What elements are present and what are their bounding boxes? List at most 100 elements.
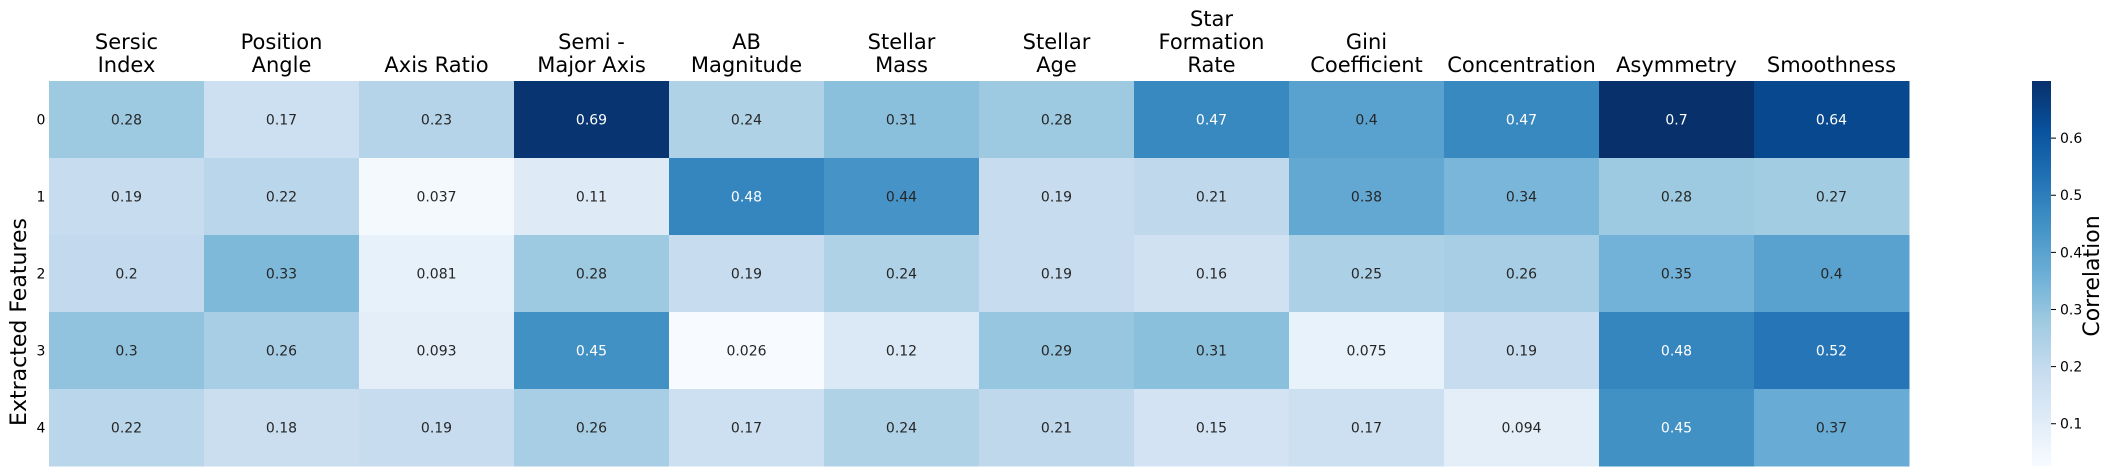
cell-value-label: 0.28 [1041,113,1072,129]
cell-value-label: 0.29 [1041,344,1072,360]
cell-value-label: 0.47 [1506,113,1537,129]
cell-value-label: 0.17 [731,421,762,437]
heatmap-cell [1289,235,1445,313]
cell-value-label: 0.37 [1816,421,1847,437]
cell-value-label: 0.33 [266,267,297,283]
heatmap-cell [824,235,980,313]
cell-value-label: 0.24 [886,267,917,283]
cell-value-label: 0.4 [1820,267,1842,283]
cell-value-label: 0.48 [1661,344,1692,360]
heatmap-cell [1289,312,1445,390]
cell-value-label: 0.38 [1351,190,1382,206]
heatmap-cell [1289,81,1445,159]
heatmap-cell [49,81,205,159]
heatmap-cell [1134,158,1290,236]
row-label: 1 [37,190,46,206]
heatmap-cell [204,81,360,159]
heatmap-cells: 0.28 0.17 0.23 0.69 0.24 0.31 0.28 0.47 0.4 0.47 0… [49,81,1910,467]
heatmap-cell [1134,235,1290,313]
heatmap-cell [1444,81,1600,159]
cell-value-label: 0.19 [1041,190,1072,206]
cell-value-label: 0.21 [1041,421,1072,437]
cell-value-label: 0.15 [1196,421,1227,437]
cell-value-label: 0.12 [886,344,917,360]
cell-value-label: 0.48 [731,190,762,206]
column-label: Sersic Index [95,30,158,77]
cell-value-label: 0.28 [111,113,142,129]
cell-value-label: 0.45 [576,344,607,360]
heatmap-cell [1754,312,1910,390]
row-label: 4 [37,421,46,437]
heatmap-cell [979,389,1135,467]
heatmap-cell [1289,389,1445,467]
heatmap-cell [669,389,825,467]
cell-value-label: 0.28 [1661,190,1692,206]
colorbar-tick-label: 0.2 [2060,360,2082,376]
heatmap-cell [49,312,205,390]
column-label: Position Angle [241,30,323,77]
cell-value-label: 0.22 [266,190,297,206]
cell-value-label: 0.24 [731,113,762,129]
cell-value-label: 0.11 [576,190,607,206]
cell-value-label: 0.23 [421,113,452,129]
cell-value-label: 0.17 [266,113,297,129]
cell-value-label: 0.45 [1661,421,1692,437]
heatmap-cell [1754,235,1910,313]
heatmap-cell [514,81,670,159]
heatmap-cell [1134,81,1290,159]
cell-value-label: 0.22 [111,421,142,437]
cell-value-label: 0.037 [416,190,456,206]
heatmap-cell [204,389,360,467]
heatmap-cell [514,389,670,467]
heatmap-cell [49,389,205,467]
heatmap-cell [1754,389,1910,467]
cell-value-label: 0.26 [576,421,607,437]
heatmap-cell [359,235,515,313]
column-label: Smoothness [1767,53,1896,77]
cell-value-label: 0.28 [576,267,607,283]
cell-value-label: 0.25 [1351,267,1382,283]
cell-value-label: 0.69 [576,113,607,129]
colorbar: 0.1 0.2 0.3 0.4 0.5 0.6 [2032,81,2082,466]
cell-value-label: 0.26 [266,344,297,360]
column-label: Stellar Mass [868,30,936,77]
heatmap-cell [49,158,205,236]
cell-value-label: 0.19 [731,267,762,283]
cell-value-label: 0.19 [1506,344,1537,360]
cell-value-label: 0.19 [111,190,142,206]
column-label: Concentration [1447,53,1596,77]
heatmap-cell [514,158,670,236]
colorbar-gradient [2032,81,2051,466]
column-label: Gini Coefficient [1310,30,1423,77]
cell-value-label: 0.081 [416,267,456,283]
heatmap-cell [1599,389,1755,467]
colorbar-tick-label: 0.6 [2060,131,2082,147]
heatmap-cell [1754,158,1910,236]
column-label: Star Formation Rate [1159,7,1265,77]
cell-value-label: 0.19 [1041,267,1072,283]
cell-value-label: 0.7 [1665,113,1687,129]
heatmap-cell [1444,312,1600,390]
cell-value-label: 0.52 [1816,344,1847,360]
heatmap-cell [669,158,825,236]
heatmap-cell [1289,158,1445,236]
cell-value-label: 0.44 [886,190,917,206]
cell-value-label: 0.21 [1196,190,1227,206]
cell-value-label: 0.19 [421,421,452,437]
cell-value-label: 0.64 [1816,113,1847,129]
heatmap-cell [514,235,670,313]
row-label: 3 [37,344,46,360]
heatmap-cell [824,158,980,236]
cell-value-label: 0.35 [1661,267,1692,283]
cell-value-label: 0.16 [1196,267,1227,283]
heatmap-cell [669,81,825,159]
heatmap-cell [1444,235,1600,313]
cell-value-label: 0.18 [266,421,297,437]
row-labels: 0 1 2 3 4 [37,113,46,437]
heatmap-cell [669,312,825,390]
column-label: AB Magnitude [691,30,802,77]
heatmap-cell [669,235,825,313]
column-label: Semi -Major Axis [537,30,646,77]
heatmap-cell [359,312,515,390]
heatmap-cell [359,81,515,159]
